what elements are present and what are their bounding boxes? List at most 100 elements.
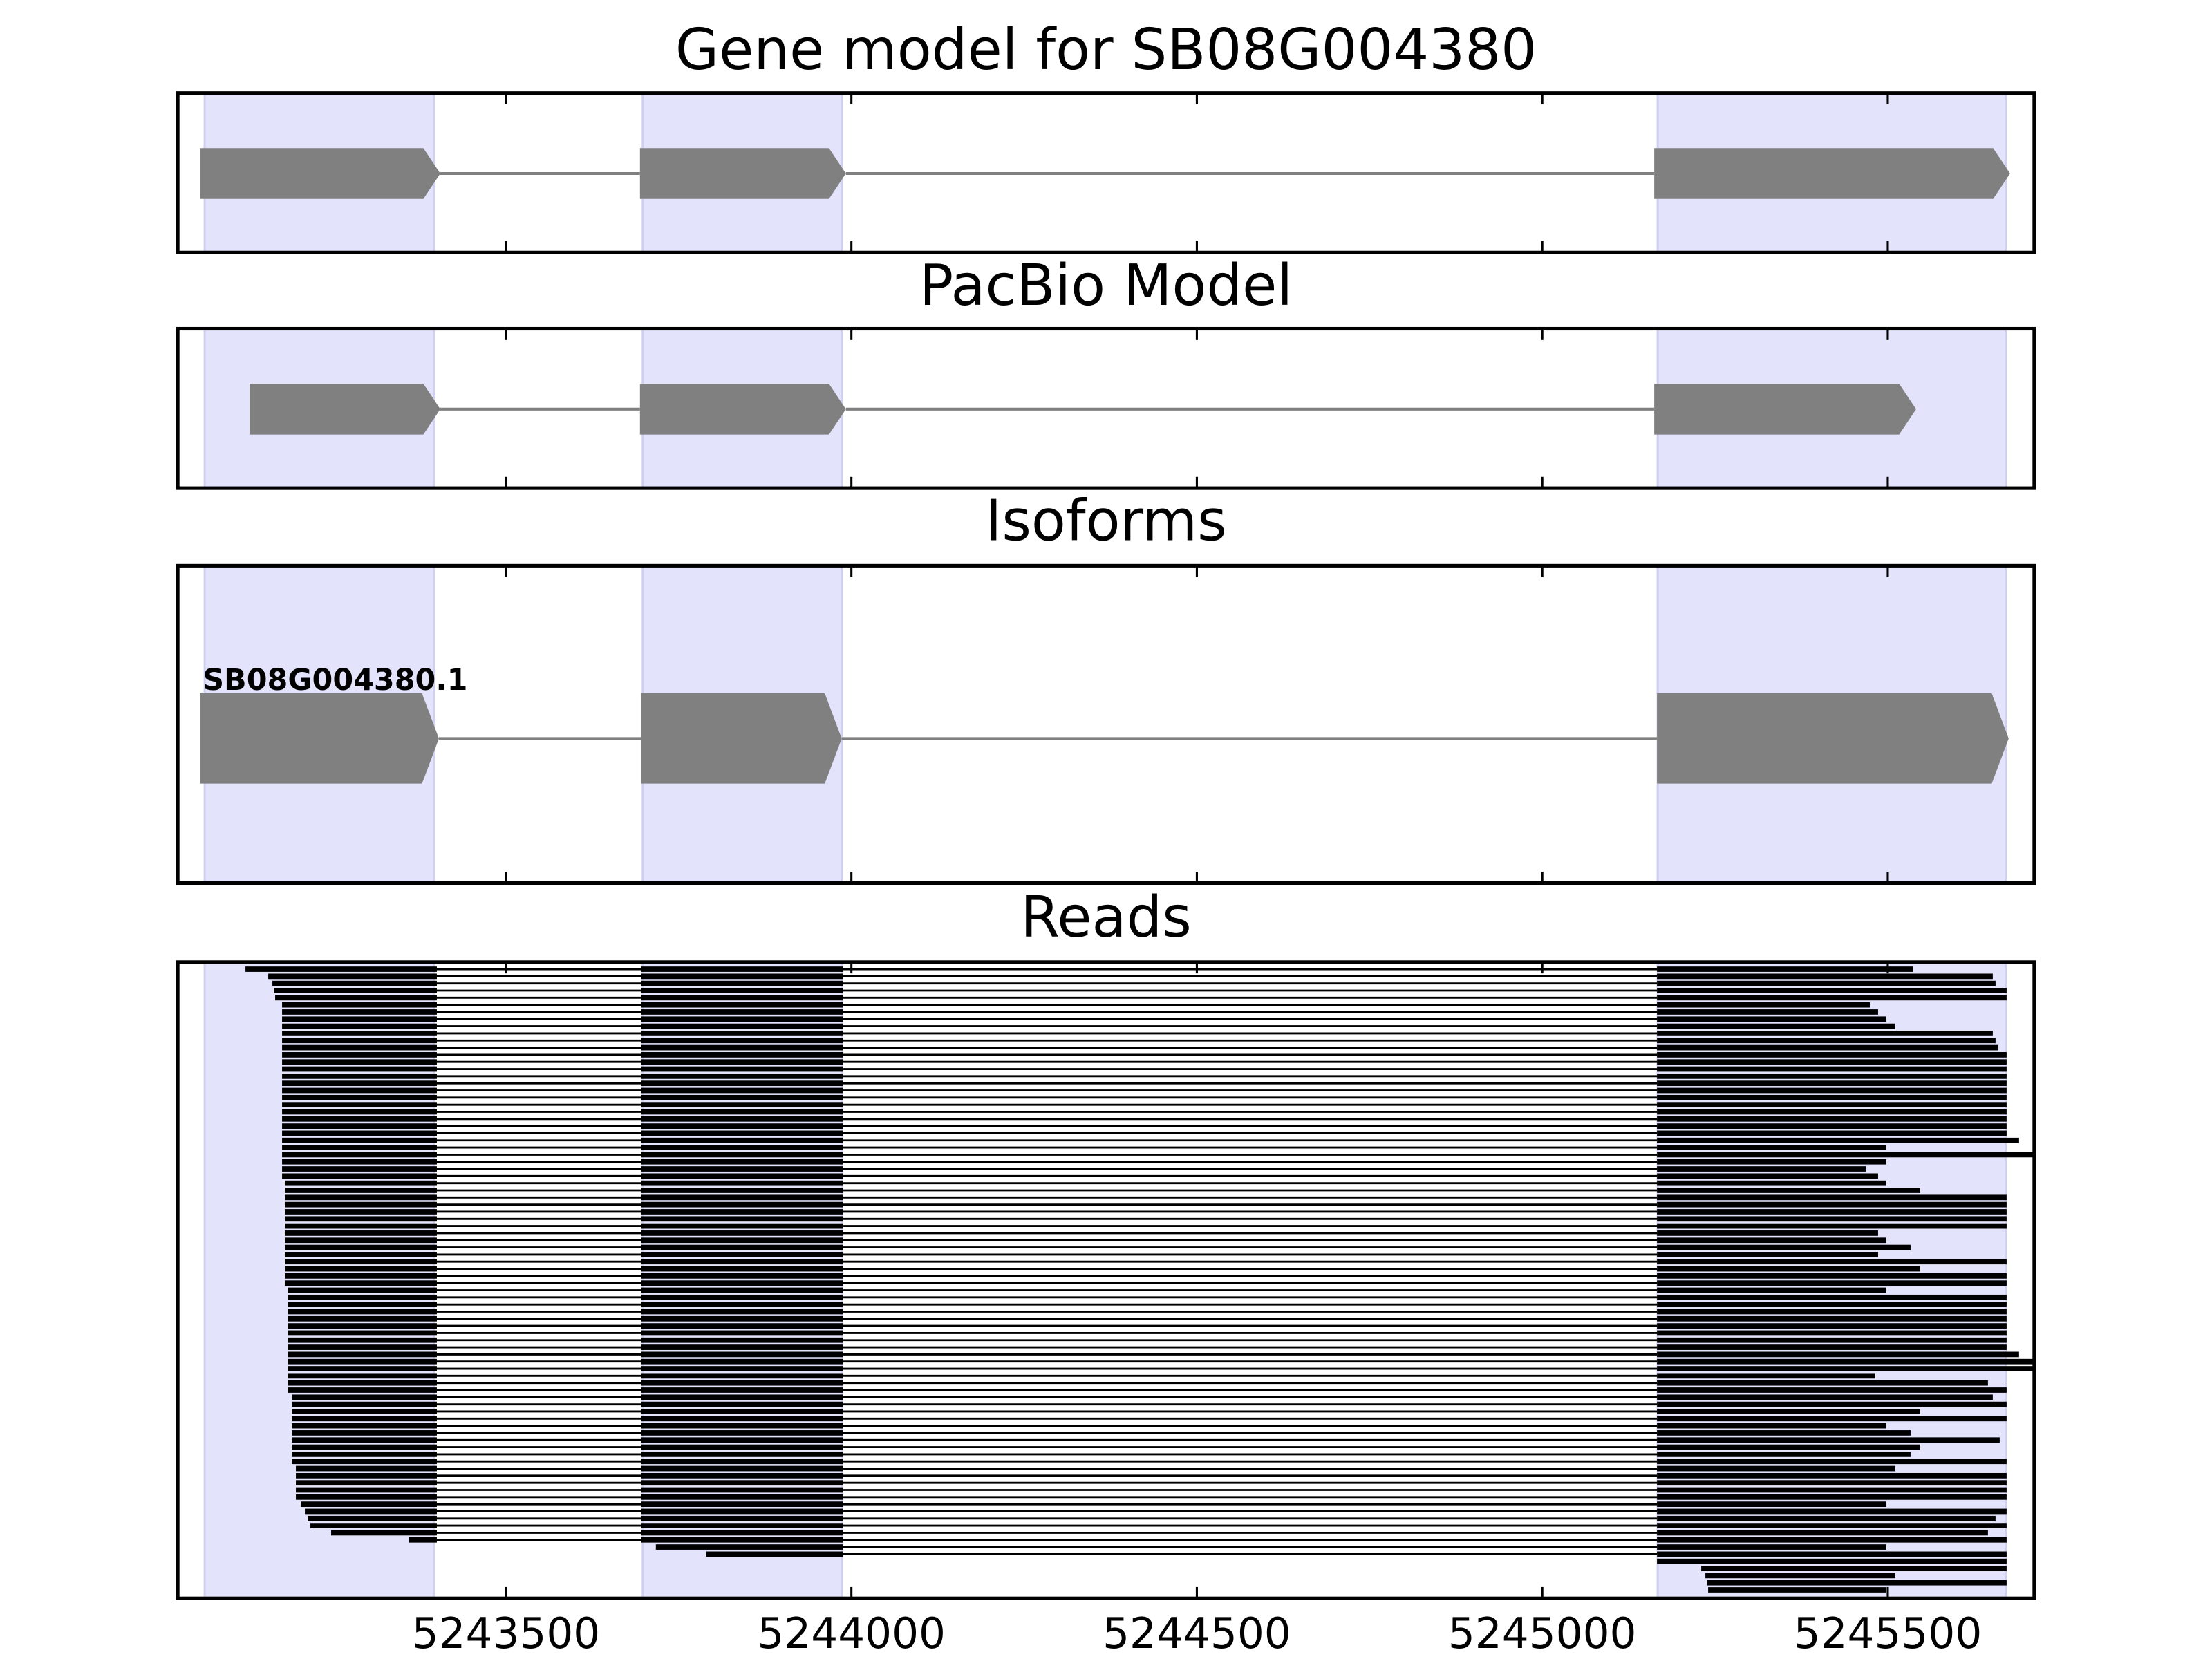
read-exon	[282, 1109, 437, 1115]
read-exon	[1657, 1401, 2007, 1407]
read-exon	[655, 1544, 843, 1550]
read-exon	[641, 1038, 843, 1044]
read-exon	[641, 1380, 843, 1386]
read-exon	[1657, 1123, 2007, 1129]
read-exon	[296, 1494, 437, 1500]
read-exon	[1708, 1587, 1886, 1593]
read-exon	[1657, 1130, 2007, 1136]
read-exon	[1657, 1066, 2007, 1072]
read-exon	[641, 966, 843, 972]
read-exon	[641, 1052, 843, 1058]
read-exon	[1657, 1294, 2007, 1300]
read-exon	[641, 1273, 843, 1279]
read-exon	[1657, 1102, 2007, 1108]
read-exon	[285, 1201, 437, 1208]
read-exon	[282, 1066, 437, 1072]
read-exon	[301, 1501, 437, 1508]
read-exon	[282, 1073, 437, 1079]
read-exon	[641, 1344, 843, 1350]
read-exon	[292, 1459, 437, 1465]
exon	[200, 693, 439, 784]
read-exon	[641, 1180, 843, 1186]
read-exon	[641, 1294, 843, 1300]
read-exon	[641, 1401, 843, 1407]
read-exon	[1657, 1223, 2007, 1229]
read-exon	[641, 1330, 843, 1336]
read-exon	[1657, 1430, 1911, 1436]
read-exon	[285, 1237, 437, 1244]
read-exon	[641, 1244, 843, 1250]
read-exon	[296, 1472, 437, 1479]
read-exon	[1657, 988, 2007, 993]
read-exon	[282, 1038, 437, 1044]
read-exon	[1657, 1465, 1895, 1472]
read-exon	[641, 1472, 843, 1479]
read-exon	[641, 1188, 843, 1193]
read-exon	[641, 1216, 843, 1222]
read-exon	[641, 1394, 843, 1400]
read-exon	[1657, 1201, 2007, 1208]
read-exon	[310, 1523, 437, 1528]
read-exon	[1657, 1031, 1993, 1036]
panel-title: Gene model for SB08G004380	[675, 17, 1537, 83]
read-exon	[308, 1515, 437, 1521]
read-exon	[1657, 1387, 2007, 1393]
read-exon	[641, 1116, 843, 1122]
read-exon	[282, 1130, 437, 1136]
read-exon	[1657, 1501, 1886, 1508]
read-exon	[288, 1315, 437, 1322]
read-exon	[641, 1237, 843, 1244]
read-exon	[1657, 1523, 2007, 1528]
read-exon	[282, 1145, 437, 1150]
read-exon	[1657, 1344, 2007, 1350]
read-exon	[641, 1109, 843, 1115]
read-exon	[1657, 1302, 2007, 1308]
read-exon	[641, 1409, 843, 1414]
read-exon	[641, 1302, 843, 1308]
read-exon	[1657, 1487, 2007, 1493]
read-exon	[1657, 1508, 2007, 1515]
panel-frame	[176, 326, 2036, 490]
read-exon	[288, 1294, 437, 1300]
x-tick-label: 5245500	[1794, 1609, 1983, 1658]
read-exon	[288, 1337, 437, 1343]
read-exon	[282, 1031, 437, 1036]
read-exon	[641, 1123, 843, 1129]
read-exon	[296, 1487, 437, 1493]
read-exon	[274, 988, 437, 993]
x-tick-label: 5244000	[757, 1609, 946, 1658]
read-exon	[641, 1087, 843, 1094]
exon	[200, 148, 440, 199]
read-exon	[282, 1080, 437, 1087]
read-exon	[1657, 1409, 1920, 1414]
read-exon	[1657, 966, 1913, 972]
read-exon	[288, 1373, 437, 1379]
read-exon	[1657, 1280, 2007, 1286]
read-exon	[641, 1023, 843, 1029]
read-exon	[641, 1002, 843, 1008]
read-exon	[1657, 1444, 1920, 1450]
read-exon	[331, 1530, 437, 1536]
read-exon	[285, 1244, 437, 1250]
read-exon	[1657, 1044, 1998, 1051]
read-exon	[1657, 1094, 2007, 1100]
read-exon	[285, 1180, 437, 1186]
exon	[1657, 693, 2009, 784]
read-exon	[292, 1437, 437, 1443]
read-exon	[288, 1380, 437, 1386]
read-exon	[1657, 1230, 1878, 1236]
exon	[641, 693, 842, 784]
read-exon	[292, 1452, 437, 1457]
read-exon	[641, 1373, 843, 1379]
read-exon	[282, 1023, 437, 1029]
read-exon	[641, 1201, 843, 1208]
read-exon	[292, 1416, 437, 1422]
read-exon	[292, 1409, 437, 1414]
x-tick-label: 5243500	[412, 1609, 601, 1658]
read-exon	[1657, 1366, 2034, 1371]
read-exon	[1657, 980, 1996, 986]
read-exon	[282, 1152, 437, 1158]
read-exon	[285, 1259, 437, 1265]
read-exon	[1657, 1480, 2007, 1486]
exon	[639, 384, 846, 435]
